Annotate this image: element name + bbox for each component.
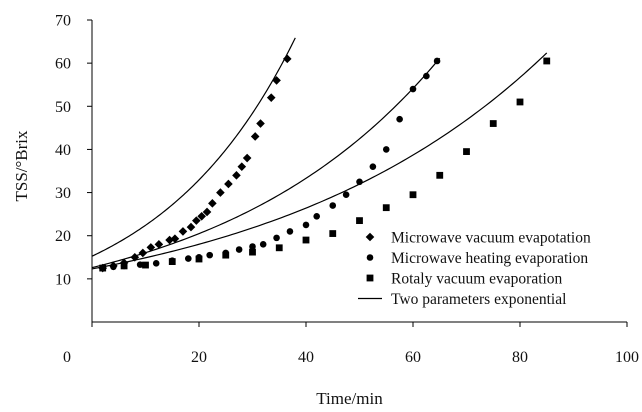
x-tick-label: 80 [512,349,528,366]
data-point-circle [259,241,267,248]
data-point-square [329,230,337,237]
data-point-diamond [216,188,225,197]
data-point-diamond [272,76,281,85]
x-tick-group: 0 20 40 60 80 100 [63,322,639,366]
data-point-diamond [197,212,206,221]
data-point-circle [433,57,441,65]
x-tick-label: 20 [191,349,207,366]
y-tick-label: 30 [55,185,71,202]
y-tick-label: 60 [55,56,71,73]
data-point-circle [423,72,430,80]
data-point-diamond [266,93,276,102]
data-point-diamond [237,162,247,171]
data-point-square [120,262,128,270]
x-tick-label: 60 [405,349,421,366]
data-point-diamond [130,252,140,262]
data-point-diamond [154,240,164,249]
data-point-circle [302,221,310,229]
data-point-square [168,258,176,265]
data-marker-group [98,54,551,273]
data-point-circle [286,228,294,235]
data-point-circle [342,191,350,199]
x-axis-title: Time/min [316,389,383,408]
data-point-circle [110,263,117,271]
legend-marker-diamond [365,232,375,242]
data-point-square [489,120,497,127]
x-tick-label: 0 [63,349,71,366]
data-point-square [543,57,551,65]
data-point-circle [136,261,144,268]
data-point-diamond [202,207,212,217]
y-tick-label: 40 [55,142,71,159]
data-point-circle [273,234,280,242]
legend-marker-square [366,274,374,282]
data-point-circle [152,260,160,267]
data-point-square [275,244,283,252]
plot-area: 0 20 40 60 80 100 10 20 30 40 50 60 70 [55,13,639,367]
data-point-diamond [146,243,156,252]
data-point-diamond [224,179,233,189]
legend-marker-circle [366,254,374,261]
data-point-circle [313,213,321,220]
data-point-square [99,264,107,272]
data-point-circle [409,85,417,93]
data-point-circle [235,246,243,253]
data-point-square [463,148,470,155]
data-point-circle [369,163,377,170]
data-point-square [356,217,363,225]
data-point-square [195,255,203,263]
x-tick-label: 100 [615,349,639,366]
legend-label: Two parameters exponential [391,291,566,308]
data-point-square [409,191,417,199]
fit-curve [91,52,548,270]
data-point-diamond [170,234,180,244]
data-point-square [516,98,524,106]
data-point-circle [396,115,403,123]
data-point-circle [185,255,192,262]
data-point-diamond [256,119,265,128]
x-tick-label: 40 [298,349,314,366]
data-point-square [142,261,149,269]
legend-label: Microwave vacuum evapotation [391,230,591,247]
legend-label: Rotaly vacuum evaporation [391,271,563,288]
legend-label: Microwave heating evaporation [391,250,588,267]
data-point-diamond [138,248,148,258]
data-point-diamond [282,54,292,64]
data-point-square [249,248,256,256]
data-point-circle [249,243,256,250]
data-point-square [436,171,444,179]
data-point-diamond [250,132,260,141]
data-point-square [302,236,310,244]
y-tick-label: 10 [55,271,71,288]
data-point-diamond [178,227,188,236]
y-tick-label: 50 [55,99,71,116]
data-point-diamond [186,222,196,232]
data-point-square [382,204,390,212]
data-point-square [222,251,230,259]
legend: Microwave vacuum evapotation Microwave he… [358,230,591,308]
data-point-diamond [192,216,201,225]
fit-curve [91,57,441,269]
data-point-diamond [242,153,252,163]
data-point-circle [356,178,363,186]
y-tick-label: 20 [55,228,71,245]
data-point-diamond [165,235,174,245]
data-point-diamond [208,199,217,208]
data-point-diamond [232,171,241,180]
fit-curve-group [91,37,548,270]
y-tick-group: 10 20 30 40 50 60 70 [55,13,92,288]
fit-curve [91,37,296,257]
data-point-circle [206,251,213,259]
data-point-circle [329,202,337,209]
data-point-circle [382,146,390,153]
y-axis-title: TSS/°Brix [12,130,31,202]
y-tick-label: 70 [55,13,71,30]
